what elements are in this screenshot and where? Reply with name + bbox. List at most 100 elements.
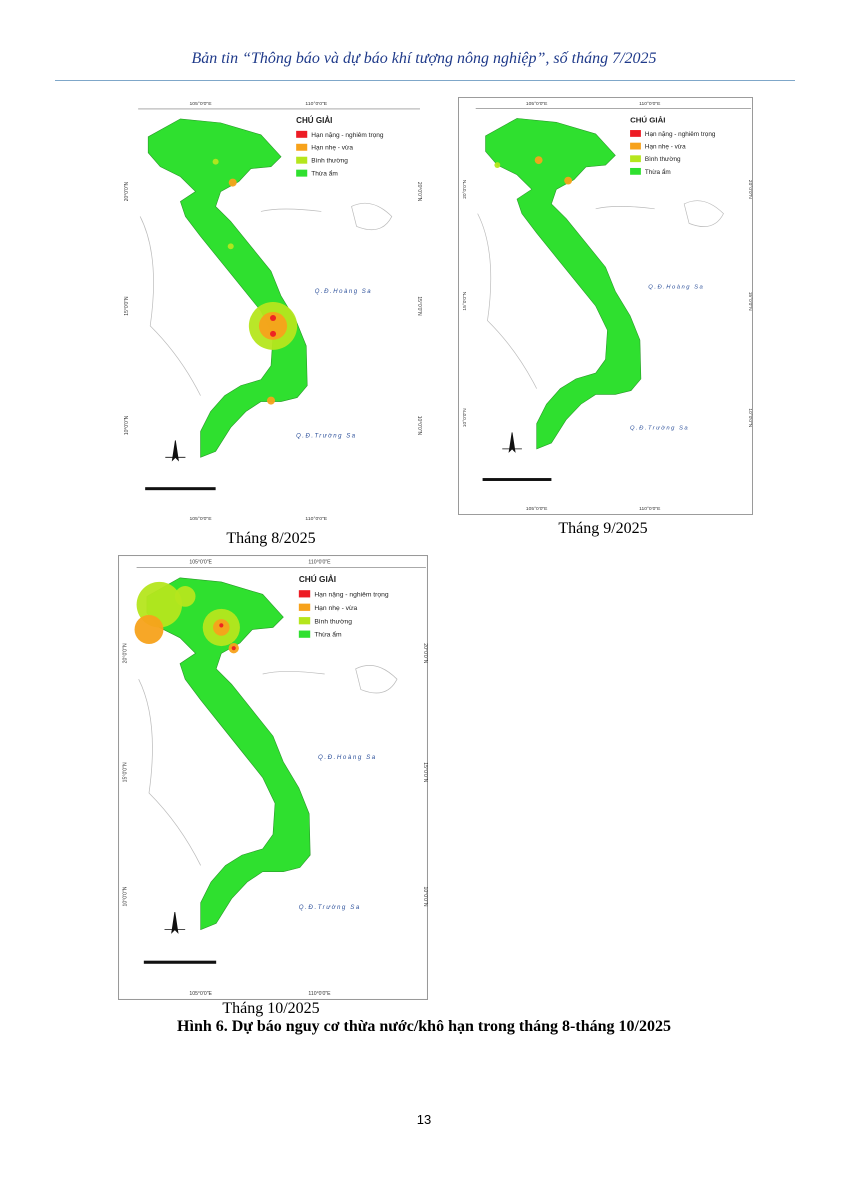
map-image: 105°0'0"E 105°0'0"E 110°0'0"E 110°0'0"E 20°0… [120, 97, 422, 525]
risk-zone [212, 158, 219, 165]
land [146, 577, 311, 931]
legend-label: Hạn nhẹ - vừa [645, 144, 686, 151]
scale-bar [145, 487, 216, 491]
lon-label: 105°0'0"E [526, 506, 548, 512]
risk-zone [534, 156, 543, 165]
neighbor-borders [139, 202, 393, 396]
lon-label: 110°0'0"E [308, 991, 331, 997]
risk-zone [269, 314, 277, 321]
legend-label: Thừa ẩm [645, 168, 671, 176]
figure-caption: Hình 6. Dự báo nguy cơ thừa nước/khô hạn… [177, 1018, 671, 1035]
lon-label: 105°0'0"E [189, 991, 212, 997]
map: 105°0'0"E 105°0'0"E 110°0'0"E 110°0'0"E 20°0… [118, 555, 428, 1000]
lon-label: 110°0'0"E [305, 101, 327, 107]
legend-swatch [298, 617, 311, 625]
neighbor-borders [477, 200, 724, 389]
island-label: Q.Đ.Hoàng Sa [315, 289, 372, 295]
risk-zone [494, 162, 501, 168]
risk-zone [258, 311, 288, 340]
header-rule [55, 80, 795, 81]
legend-swatch [630, 167, 641, 175]
legend-swatch [630, 155, 641, 163]
lat-label: 10°0'0"N [416, 416, 422, 436]
north-arrow [502, 432, 522, 453]
legend-swatch [298, 630, 311, 638]
island-label: Q.Đ.Hoàng Sa [648, 285, 704, 291]
map-caption: Tháng 9/2025 [558, 520, 648, 537]
legend-label: Hạn nặng - nghiêm trọng [311, 132, 384, 139]
land [147, 118, 308, 458]
lat-label: 15°0'0"N [124, 296, 130, 316]
island-label: Q.Đ.Trường Sa [630, 425, 689, 431]
legend-label: Hạn nhẹ - vừa [314, 605, 357, 612]
lat-label: 15°0'0"N [122, 762, 128, 782]
legend-swatch [298, 603, 311, 611]
legend-label: Thừa ẩm [311, 170, 338, 178]
legend-swatch [630, 142, 641, 150]
risk-zone [564, 176, 573, 185]
risk-zone [231, 646, 236, 651]
map-caption: Tháng 8/2025 [226, 530, 316, 547]
legend-swatch [630, 130, 641, 137]
north-arrow [165, 440, 186, 462]
lat-label: 10°0'0"N [422, 886, 428, 906]
risk-zone [174, 586, 196, 607]
neighbor-borders [138, 665, 398, 866]
lat-label: 20°0'0"N [122, 643, 128, 663]
lat-label: 10°0'0"N [462, 408, 468, 427]
risk-zone [134, 615, 164, 644]
legend-label: Bình thường [314, 618, 352, 625]
lon-label: 105°0'0"E [526, 101, 548, 107]
lon-label: 105°0'0"E [189, 559, 212, 565]
lat-label: 20°0'0"N [124, 181, 130, 201]
lat-label: 10°0'0"N [124, 415, 130, 435]
risk-zone [228, 178, 237, 187]
risk-zone [219, 623, 224, 628]
land [485, 118, 642, 450]
lat-label: 15°0'0"N [422, 762, 428, 782]
lon-label: 110°0'0"E [639, 101, 661, 107]
legend-label: Bình thường [311, 158, 348, 165]
lat-label: 15°0'0"N [416, 296, 422, 316]
map-caption: Tháng 10/2025 [222, 1000, 320, 1017]
risk-zone [227, 243, 234, 250]
lat-label: 20°0'0"N [462, 179, 468, 198]
legend-title: CHÚ GIẢI [296, 116, 332, 125]
lat-label: 20°0'0"N [416, 182, 422, 202]
island-label: Q.Đ.Trường Sa [299, 904, 361, 911]
header-title: Bản tin “Thông báo và dự báo khí tượng n… [191, 50, 657, 67]
scale-bar [482, 478, 552, 481]
lon-label: 105°0'0"E [189, 516, 212, 522]
map-image: 105°0'0"E 105°0'0"E 110°0'0"E 110°0'0"E 20°0… [458, 97, 753, 515]
legend-swatch [296, 169, 308, 177]
lat-label: 15°0'0"N [462, 291, 468, 310]
legend-label: Hạn nặng - nghiêm trọng [645, 131, 716, 138]
legend-title: CHÚ GIẢI [630, 115, 665, 124]
legend-swatch [296, 156, 308, 164]
lon-label: 110°0'0"E [639, 506, 661, 512]
legend-label: Bình thường [645, 156, 681, 163]
island-label: Q.Đ.Hoàng Sa [318, 754, 377, 761]
lon-label: 110°0'0"E [308, 559, 331, 565]
map: 105°0'0"E 105°0'0"E 110°0'0"E 110°0'0"E 20°0… [120, 97, 422, 525]
legend-swatch [296, 130, 308, 138]
island-label: Q.Đ.Trường Sa [296, 433, 357, 439]
risk-zone [269, 330, 277, 337]
legend-label: Hạn nhẹ - vừa [311, 145, 353, 152]
lat-label: 10°0'0"N [122, 886, 128, 906]
legend-swatch [298, 590, 311, 598]
risk-zone [266, 396, 276, 405]
legend-swatch [296, 143, 308, 151]
legend-label: Hạn nặng - nghiêm trọng [314, 591, 389, 598]
scale-bar [143, 960, 217, 964]
risk-zone [213, 619, 230, 636]
map-image: 105°0'0"E 105°0'0"E 110°0'0"E 110°0'0"E 20°0… [118, 555, 428, 1000]
lat-label: 15°0'0"N [747, 292, 753, 311]
map: 105°0'0"E 105°0'0"E 110°0'0"E 110°0'0"E 20°0… [458, 97, 753, 515]
lon-label: 105°0'0"E [189, 101, 212, 107]
lat-label: 20°0'0"N [747, 180, 753, 199]
north-arrow [164, 911, 186, 934]
page-number: 13 [416, 1112, 432, 1127]
legend-label: Thừa ẩm [314, 631, 342, 639]
legend-title: CHÚ GIẢI [299, 573, 336, 584]
